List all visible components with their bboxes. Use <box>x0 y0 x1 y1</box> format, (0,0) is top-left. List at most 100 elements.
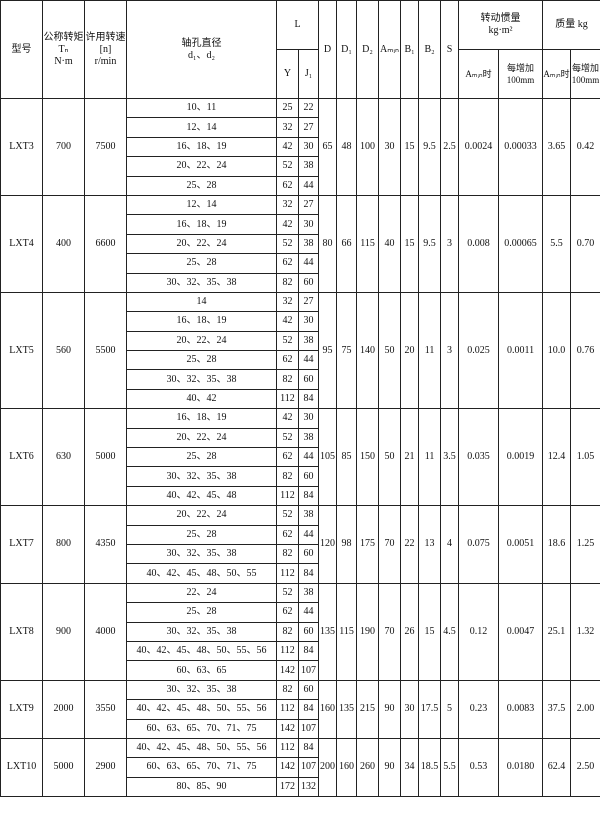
table-cell: 200 <box>318 737 338 798</box>
table-cell: 30 <box>297 136 320 158</box>
table-cell: 4.5 <box>440 582 460 681</box>
table-cell: 11 <box>418 408 442 507</box>
table-cell: 27 <box>297 117 320 138</box>
table-cell: 30、32、35、38 <box>126 369 277 390</box>
table-cell: 16、18、19 <box>126 136 277 158</box>
table-cell: 100 <box>356 98 380 196</box>
table-cell: 5500 <box>84 291 127 410</box>
header-cell: 许用转速 [n] r/min <box>84 0 127 99</box>
table-cell: 62 <box>276 524 299 545</box>
header-cell: Y <box>276 49 299 99</box>
table-cell: 0.00033 <box>498 98 544 196</box>
table-cell: 34 <box>400 737 420 798</box>
table-cell: 60 <box>297 369 320 390</box>
table-row: 30、32、35、38 82 60 <box>1 543 600 565</box>
table-cell: 15 <box>400 194 420 293</box>
table-cell: 4000 <box>84 582 127 681</box>
header-text: d₁、d₂ <box>188 49 215 61</box>
table-cell: 60 <box>297 621 320 642</box>
table-cell: 84 <box>297 485 320 507</box>
table-row: LXT10 5000 2900 40、42、45、48、50、55、56 112 84 20… <box>0 737 600 798</box>
table-row: 25、28 62 44 <box>1 253 600 274</box>
table-cell: 98 <box>336 505 358 584</box>
table-cell: 12.4 <box>542 408 572 507</box>
table-cell: 44 <box>297 175 320 196</box>
table-cell: 82 <box>276 543 299 565</box>
table-row: 20、22、24 52 38 <box>1 233 600 255</box>
table-cell: 52 <box>276 427 299 449</box>
table-cell: 3 <box>440 291 460 410</box>
table-cell: 18.6 <box>542 505 572 584</box>
table-cell: 50 <box>378 291 402 410</box>
table-cell: 135 <box>336 679 358 739</box>
table-cell: 65 <box>318 98 338 196</box>
table-cell: 120 <box>318 505 338 584</box>
table-cell: 1.05 <box>570 408 600 507</box>
table-cell: 400 <box>42 194 85 293</box>
table-cell: 0.53 <box>458 737 500 798</box>
table-cell: 60 <box>297 272 320 293</box>
table-row: LXT8 900 4000 22、24 52 38 135 115 190 70 26 15 4.5 0.… <box>0 582 600 681</box>
table-cell: 5.5 <box>440 737 460 798</box>
table-cell: 172 <box>276 776 299 798</box>
table-cell: 160 <box>336 737 358 798</box>
header-cell: D <box>318 0 338 99</box>
table-cell: 0.23 <box>458 679 500 739</box>
table-cell: LXT5 <box>0 291 43 410</box>
table-cell: 30、32、35、38 <box>126 621 277 642</box>
table-cell: 30 <box>297 311 320 332</box>
table-cell: 15 <box>400 98 420 196</box>
table-cell: 38 <box>297 233 320 255</box>
table-cell: 2.5 <box>440 98 460 196</box>
table-cell: LXT7 <box>0 505 43 584</box>
table-cell: 40、42、45、48 <box>126 485 277 507</box>
table-cell: 150 <box>356 408 380 507</box>
table-cell: 10.0 <box>542 291 572 410</box>
table-cell: 215 <box>356 679 380 739</box>
table-cell: 44 <box>297 447 320 468</box>
table-cell: 1.25 <box>570 505 600 584</box>
table-row: LXT9 2000 3550 30、32、35、38 82 60 160 135 215 90 30… <box>0 679 600 739</box>
table-cell: 0.70 <box>570 194 600 293</box>
table-cell: 60 <box>297 679 320 701</box>
table-cell: 112 <box>276 485 299 507</box>
table-cell: 30、32、35、38 <box>126 679 277 701</box>
table-row: 80、85、90 172 132 <box>1 776 600 798</box>
table-cell: 80 <box>318 194 338 293</box>
table-cell: 22 <box>400 505 420 584</box>
table-cell: 25、28 <box>126 175 277 196</box>
table-cell: 9.5 <box>418 98 442 196</box>
table-cell: 80、85、90 <box>126 776 277 798</box>
table-row: LXT3 700 7500 10、11 25 22 65 48 100 30 15 9.5 2.5 0.0… <box>0 97 600 196</box>
header-text: 许用转速 <box>85 31 126 43</box>
table-cell: 5.5 <box>542 194 572 293</box>
table-cell: 60、63、65、70、71、75 <box>126 757 277 778</box>
table-cell: 112 <box>276 699 299 720</box>
table-cell: 16、18、19 <box>126 214 277 235</box>
table-row: 30、32、35、38 82 60 <box>1 272 600 293</box>
table-cell: 84 <box>297 563 320 584</box>
header-text: r/min <box>94 55 117 67</box>
table-row: 40、42 112 84 <box>1 388 600 410</box>
header-cell: 轴孔直径 d₁、d₂ <box>126 0 277 99</box>
table-cell: 4 <box>440 505 460 584</box>
header-text: 轴孔直径 <box>181 37 222 49</box>
table-cell: 21 <box>400 408 420 507</box>
table-cell: 95 <box>318 291 338 410</box>
table-cell: 26 <box>400 582 420 681</box>
table-cell: 0.025 <box>458 291 500 410</box>
table-cell: 115 <box>356 194 380 293</box>
table-cell: 17.5 <box>418 679 442 739</box>
table-cell: 30 <box>400 679 420 739</box>
table-cell: 18.5 <box>418 737 442 798</box>
table-cell: 11 <box>418 291 442 410</box>
table-cell: 37.5 <box>542 679 572 739</box>
table-cell: 142 <box>276 660 299 681</box>
table-cell: 2.50 <box>570 737 600 798</box>
table-cell: 82 <box>276 369 299 390</box>
table-cell: 0.42 <box>570 98 600 196</box>
table-cell: 48 <box>336 98 358 196</box>
table-cell: 13 <box>418 505 442 584</box>
header-text: 转动惯量 <box>480 13 521 24</box>
